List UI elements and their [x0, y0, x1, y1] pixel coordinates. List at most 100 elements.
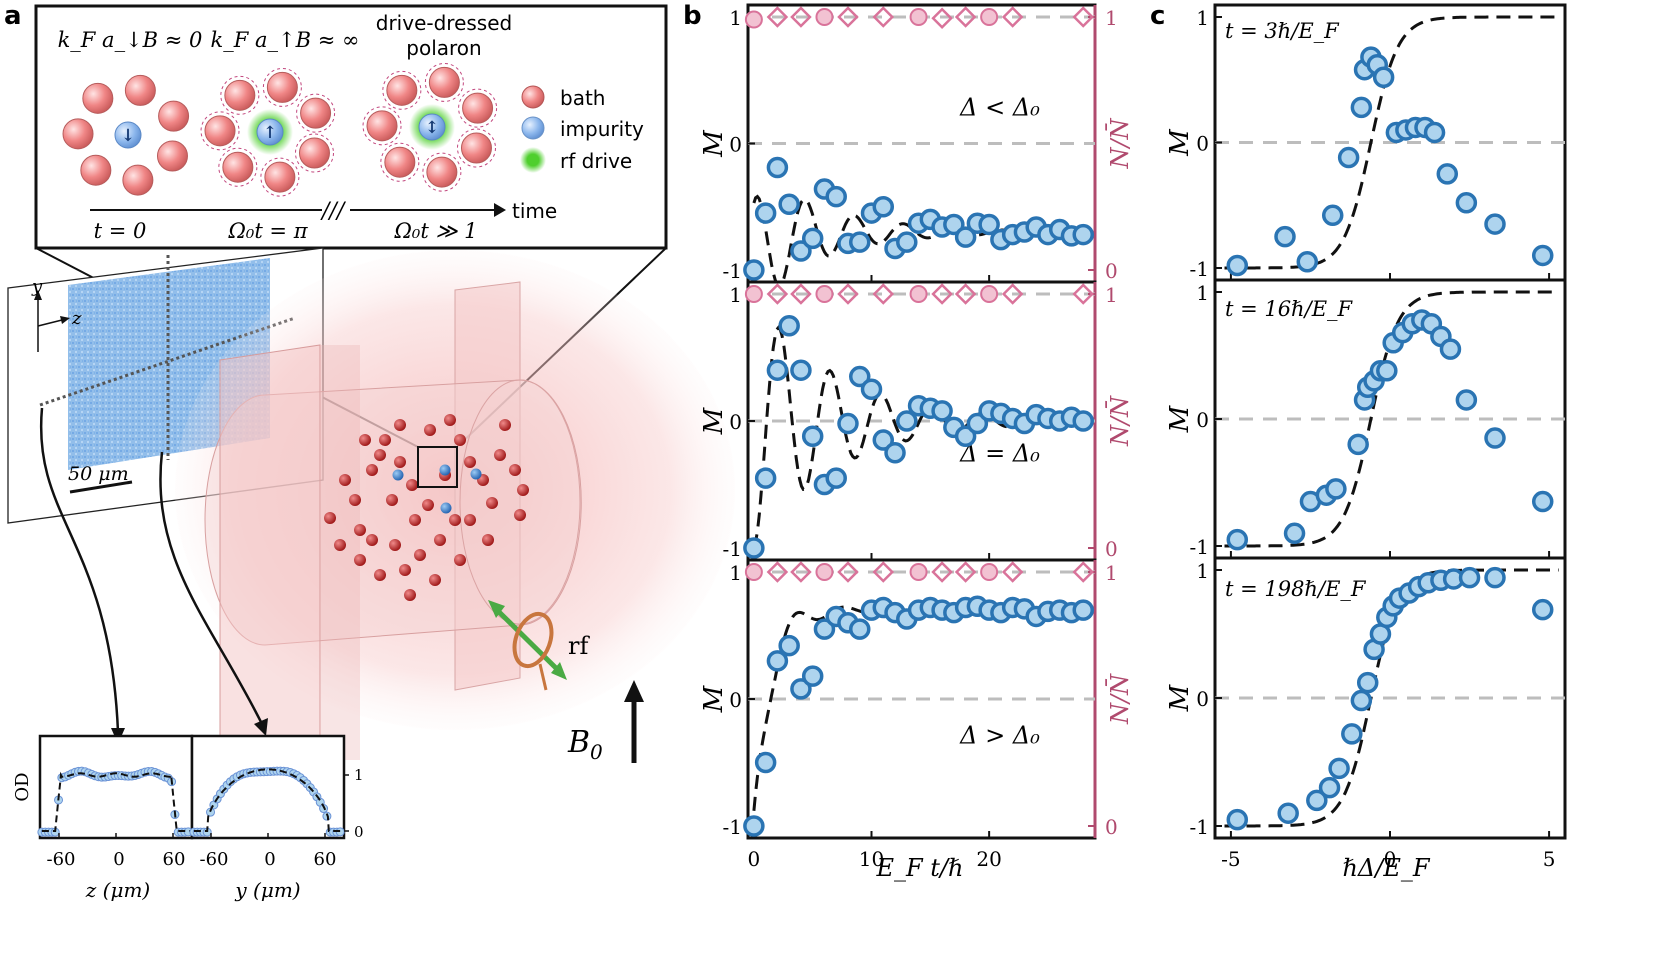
legend-rf-drive-icon	[520, 147, 546, 173]
bath-atom-3d	[349, 494, 361, 506]
panel-b-right-ytick-label: 0	[1105, 259, 1118, 283]
panel-b-data-point	[766, 156, 789, 179]
panel-c-ytick-label: 1	[1196, 6, 1209, 30]
bath-atom-3d	[494, 449, 506, 461]
magnetic-field: B0	[567, 680, 644, 764]
dressing-halo	[296, 93, 336, 133]
n-ratio-diamond	[1001, 6, 1024, 28]
n-ratio-diamond	[872, 6, 895, 28]
panel-c-data-point	[1283, 522, 1306, 545]
panel-b-data-point	[872, 196, 895, 218]
arrow-to-y-plot-head-icon	[254, 718, 268, 736]
panel-c-row-0: 1 0 -1 Mt = 3ℏ/E_F	[1165, 3, 1567, 282]
bath-atom	[204, 115, 236, 147]
bath-atom-3d	[509, 464, 521, 476]
legend-bath-label: bath	[560, 86, 605, 110]
panel-b-annotation: Δ < Δ₀	[959, 94, 1040, 122]
n-ratio-diamond	[931, 283, 953, 305]
panel-c-data-point	[1531, 490, 1554, 513]
dressing-halo	[218, 147, 258, 187]
bath-atom-3d	[429, 574, 441, 586]
dressing-halo	[382, 70, 422, 110]
n-ratio-point	[744, 563, 763, 581]
scale-bar-label: 50 μm	[68, 463, 129, 485]
panel-c-data-point	[1226, 254, 1249, 277]
panel-b-data-point	[825, 185, 847, 208]
panel-b-xtick-label: 0	[748, 847, 761, 871]
panel-b-data-point	[860, 378, 883, 400]
panel-c-ylabel: M	[1165, 404, 1195, 433]
panel-b-right-ytick-label: 1	[1105, 561, 1118, 585]
bath-atom	[62, 118, 94, 150]
panel-b-data-point	[848, 231, 871, 253]
panel-b-data-point	[754, 467, 777, 489]
n-ratio-point	[744, 285, 763, 303]
panel-b-data-point	[790, 240, 812, 262]
panel-b-data-point	[778, 634, 800, 657]
panel-c-data-point	[1306, 789, 1328, 812]
bath-atom-3d	[366, 534, 378, 546]
bath-atom-3d	[404, 589, 416, 601]
axis-z-line	[37, 319, 63, 327]
panel-c-data-point	[1350, 689, 1373, 712]
bath-atom-3d	[324, 512, 336, 524]
n-ratio-diamond	[790, 6, 812, 28]
panel-c-data-point	[1439, 338, 1462, 360]
impurity-atom	[256, 118, 284, 146]
panel-c-data-point	[1484, 213, 1506, 235]
panel-c-annotation: t = 198ℏ/E_F	[1225, 577, 1367, 601]
od-y-xtick-zero: 0	[264, 849, 275, 870]
cluster-free-impurity: ↓	[62, 74, 190, 196]
bath-atom	[366, 110, 398, 142]
od-y-xtick-neg: -60	[200, 849, 229, 870]
od-z-xtick-neg: -60	[47, 849, 76, 870]
od-y-xtick-pos: 60	[314, 849, 337, 870]
bath-atom	[298, 137, 330, 169]
legend-rf-drive-label: rf drive	[560, 149, 632, 173]
panel-b-data-point	[848, 365, 871, 388]
panel-b-data-point	[778, 315, 800, 337]
spin-arrow-icon: ↕	[425, 118, 439, 138]
panel-b-data-point	[896, 410, 918, 432]
od-plots: OD 1 0 -60 0 60 -60 0 60 z (μm) y (μm)	[12, 734, 364, 902]
rf-coil: rf	[488, 600, 590, 691]
panel-c-row-2: 1 0 -1 Mt = 198ℏ/E_F	[1165, 556, 1567, 840]
spin-arrow-icon: ↓	[121, 126, 135, 146]
scale-bar	[69, 480, 133, 494]
panel-c-data-point	[1458, 566, 1481, 589]
bath-atom-3d	[409, 514, 421, 526]
cluster-dressed-polaron: ↕	[362, 62, 498, 192]
bath-atom-3d	[339, 474, 351, 486]
rf-label: rf	[568, 632, 590, 660]
trap-atoms	[324, 414, 529, 601]
n-ratio-point	[815, 8, 834, 26]
end-cap-front-side	[320, 345, 360, 760]
bath-atom-3d	[464, 514, 476, 526]
n-ratio-diamond	[766, 561, 789, 583]
rf-coil-lead	[538, 663, 548, 691]
panel-b-left-ylabel: M	[699, 129, 729, 158]
panel-c-xtick-label: -5	[1221, 847, 1240, 871]
panel-c-data-point	[1531, 598, 1554, 621]
panel-c-ytick-label: 1	[1196, 559, 1209, 583]
zoom-region	[417, 446, 458, 488]
panel-c-data-point	[1226, 808, 1249, 831]
panel-c-data-point	[1318, 776, 1341, 799]
bath-atom-3d	[449, 514, 461, 526]
bath-atom	[426, 156, 458, 188]
od-z-xtick-zero: 0	[113, 849, 124, 870]
n-ratio-point	[980, 563, 999, 581]
panel-b-data-point	[1072, 410, 1094, 432]
dressing-halo	[424, 62, 464, 102]
end-cap-front	[219, 344, 321, 773]
panel-b-data-point	[766, 359, 789, 381]
n-ratio-diamond	[954, 283, 977, 305]
bath-atom-3d	[354, 524, 366, 536]
n-ratio-diamond	[954, 561, 977, 583]
dressing-halo	[262, 67, 302, 107]
panel-c-xtick-label: 5	[1543, 847, 1556, 871]
bath-atom-3d	[444, 414, 456, 426]
bath-atom-3d	[454, 434, 466, 446]
impurity-atom	[418, 113, 446, 141]
n-ratio-point	[744, 10, 763, 29]
